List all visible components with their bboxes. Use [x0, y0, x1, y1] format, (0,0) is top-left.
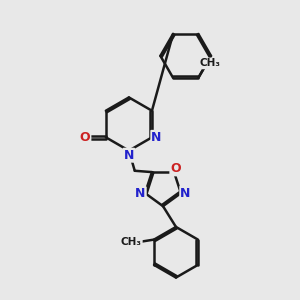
Text: CH₃: CH₃ [121, 237, 142, 247]
Text: N: N [124, 149, 134, 162]
Text: O: O [170, 162, 181, 176]
Text: N: N [151, 131, 162, 144]
Text: O: O [80, 131, 90, 144]
Text: CH₃: CH₃ [200, 58, 220, 68]
Text: N: N [135, 187, 146, 200]
Text: N: N [180, 187, 190, 200]
